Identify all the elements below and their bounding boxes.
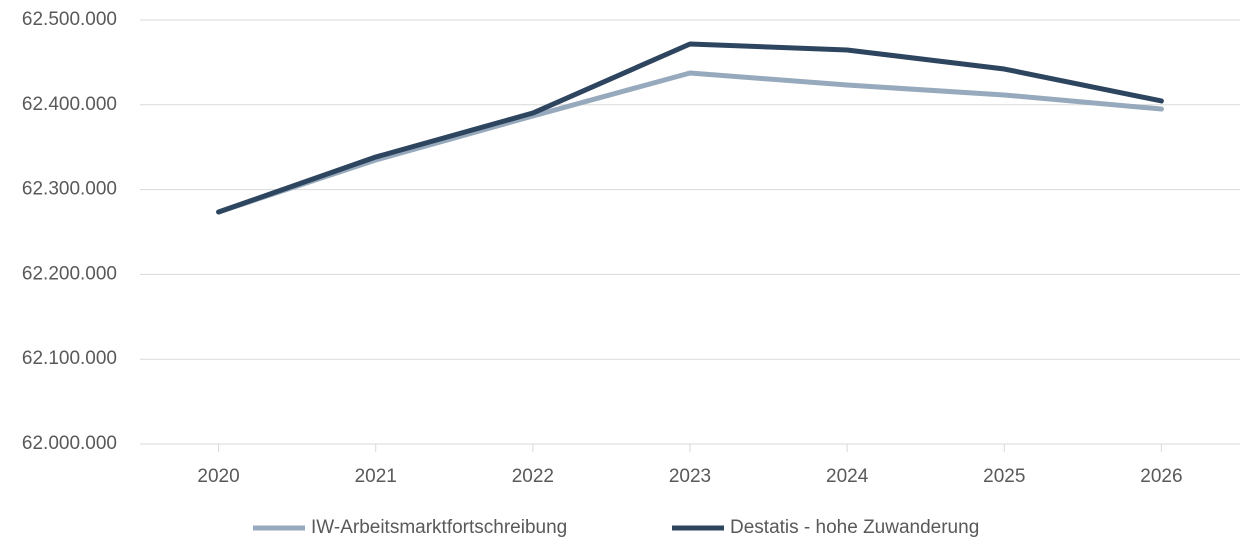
legend-label: Destatis - hohe Zuwanderung [730,517,979,538]
y-tick-label: 62.300.000 [22,179,117,200]
x-tick-label: 2023 [669,466,711,487]
x-tick-label: 2024 [826,466,869,487]
x-tick-label: 2020 [197,466,239,487]
series-line [216,70,1164,215]
legend-label: IW-Arbeitsmarktfortschreibung [311,517,567,538]
x-tick-label: 2021 [355,466,397,487]
y-tick-label: 62.500.000 [22,9,117,30]
y-tick-label: 62.000.000 [22,433,117,454]
y-tick-label: 62.200.000 [22,263,117,284]
x-tick-label: 2022 [512,466,554,487]
y-tick-label: 62.100.000 [22,348,117,369]
y-tick-label: 62.400.000 [22,94,117,115]
x-tick-label: 2026 [1140,466,1182,487]
series-line [216,41,1164,215]
x-tick-label: 2025 [983,466,1025,487]
